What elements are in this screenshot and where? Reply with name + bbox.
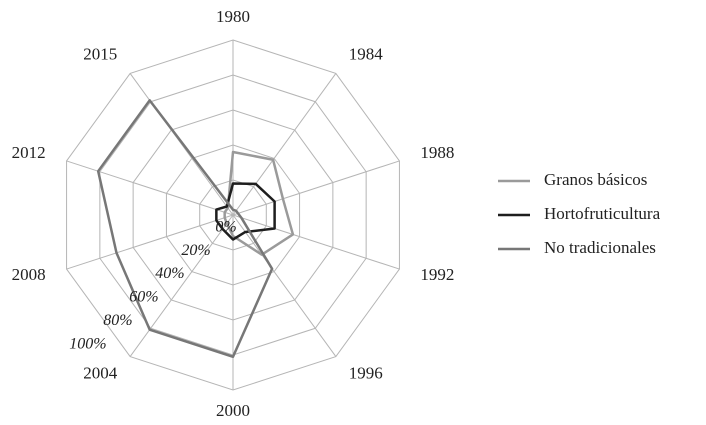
- category-label: 2008: [12, 265, 46, 284]
- tick-label: 20%: [181, 242, 210, 259]
- series-line: [223, 150, 295, 256]
- tick-label: 0%: [215, 218, 236, 235]
- spoke: [129, 214, 234, 357]
- category-label: 2000: [216, 401, 250, 420]
- tick-label: 40%: [155, 265, 184, 282]
- legend-label: No tradicionales: [544, 238, 656, 257]
- category-label: 1984: [349, 45, 384, 64]
- category-label: 1996: [349, 363, 383, 382]
- legend-label: Granos básicos: [544, 170, 647, 189]
- series-line: [215, 182, 276, 241]
- spoke: [232, 214, 400, 270]
- tick-label: 60%: [129, 289, 158, 306]
- category-label: 2015: [83, 45, 117, 64]
- spoke: [232, 160, 400, 216]
- series-line: [96, 99, 274, 358]
- spoke: [232, 73, 337, 216]
- category-label: 2004: [83, 363, 118, 382]
- tick-label: 100%: [69, 335, 106, 352]
- category-label: 1988: [420, 143, 454, 162]
- tick-label: 80%: [103, 312, 132, 329]
- spoke: [232, 214, 337, 357]
- spoke: [66, 214, 234, 270]
- category-label: 2012: [12, 143, 46, 162]
- category-label: 1992: [420, 265, 454, 284]
- legend-label: Hortofruticultura: [544, 204, 661, 223]
- spoke: [66, 160, 234, 216]
- category-label: 1980: [216, 7, 250, 26]
